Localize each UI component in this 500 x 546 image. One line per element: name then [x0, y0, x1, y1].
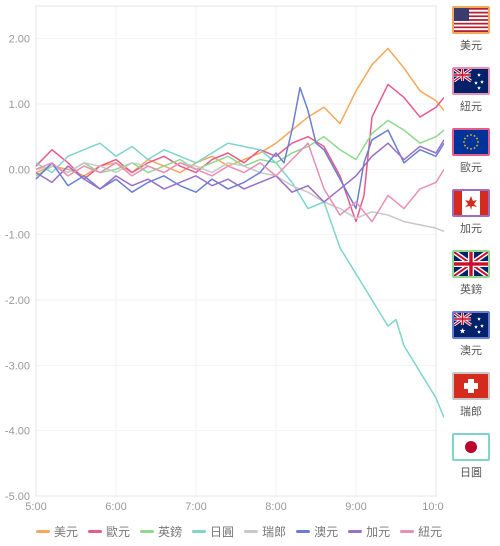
svg-text:10:00: 10:00 [422, 501, 444, 513]
currency-flag-item[interactable]: 澳元 [448, 311, 494, 358]
flag-icon [452, 250, 490, 278]
flag-icon [452, 67, 490, 95]
legend-label: 紐元 [418, 523, 442, 540]
currency-flag-item[interactable]: 瑞郎 [448, 372, 494, 419]
currency-flag-item[interactable]: 歐元 [448, 128, 494, 175]
flag-label: 紐元 [460, 98, 482, 114]
currency-flag-item[interactable]: 加元 [448, 189, 494, 236]
currency-flag-item[interactable]: 紐元 [448, 67, 494, 114]
legend-item[interactable]: 日圓 [192, 523, 234, 540]
legend-label: 歐元 [106, 523, 130, 540]
flag-icon [452, 372, 490, 400]
legend-label: 澳元 [314, 523, 338, 540]
legend-label: 英鎊 [158, 523, 182, 540]
flag-label: 日圓 [460, 464, 482, 480]
legend-label: 美元 [54, 523, 78, 540]
flag-icon [452, 433, 490, 461]
flag-icon [452, 6, 490, 34]
legend-item[interactable]: 瑞郎 [244, 523, 286, 540]
legend-item[interactable]: 英鎊 [140, 523, 182, 540]
chart-legend: 美元 歐元 英鎊 日圓 瑞郎 澳元 加元 紐元 [36, 522, 452, 540]
svg-text:6:00: 6:00 [105, 501, 126, 513]
flag-label: 瑞郎 [460, 403, 482, 419]
flag-label: 歐元 [460, 159, 482, 175]
svg-text:0.00: 0.00 [9, 164, 30, 176]
svg-text:2.00: 2.00 [9, 34, 30, 46]
svg-text:1.00: 1.00 [9, 99, 30, 111]
currency-sidebar: 美元紐元歐元加元英鎊澳元瑞郎日圓 [448, 6, 494, 494]
svg-text:7:00: 7:00 [185, 501, 206, 513]
legend-label: 加元 [366, 523, 390, 540]
currency-line-chart: -5.00-4.00-3.00-2.00-1.000.001.002.005:0… [0, 0, 444, 540]
svg-text:-3.00: -3.00 [5, 360, 30, 372]
svg-text:9:00: 9:00 [345, 501, 366, 513]
legend-label: 瑞郎 [262, 523, 286, 540]
legend-item[interactable]: 紐元 [400, 523, 442, 540]
svg-text:-1.00: -1.00 [5, 230, 30, 242]
svg-text:-2.00: -2.00 [5, 295, 30, 307]
legend-item[interactable]: 歐元 [88, 523, 130, 540]
currency-flag-item[interactable]: 美元 [448, 6, 494, 53]
legend-item[interactable]: 加元 [348, 523, 390, 540]
currency-flag-item[interactable]: 日圓 [448, 433, 494, 480]
legend-item[interactable]: 澳元 [296, 523, 338, 540]
flag-label: 澳元 [460, 342, 482, 358]
currency-flag-item[interactable]: 英鎊 [448, 250, 494, 297]
flag-label: 加元 [460, 220, 482, 236]
flag-icon [452, 189, 490, 217]
svg-text:-4.00: -4.00 [5, 426, 30, 438]
flag-label: 英鎊 [460, 281, 482, 297]
flag-label: 美元 [460, 37, 482, 53]
flag-icon [452, 311, 490, 339]
svg-text:5:00: 5:00 [25, 501, 46, 513]
flag-icon [452, 128, 490, 156]
legend-item[interactable]: 美元 [36, 523, 78, 540]
legend-label: 日圓 [210, 523, 234, 540]
svg-text:8:00: 8:00 [265, 501, 286, 513]
